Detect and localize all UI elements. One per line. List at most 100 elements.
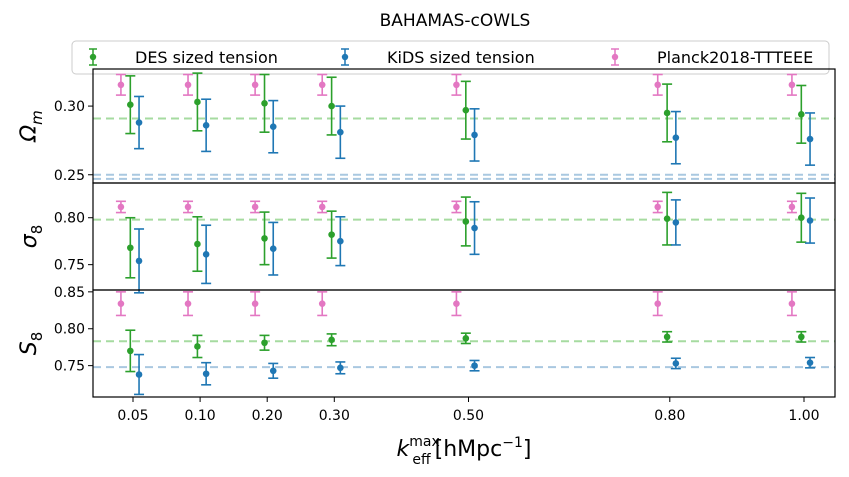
data-point-des [326,210,337,259]
marker [135,257,143,265]
data-point-kids [805,356,816,369]
y-tick-label: 0.80 [54,211,85,227]
marker [798,111,805,118]
data-point-kids [335,361,346,375]
data-point-kids [805,112,816,166]
x-tick-label: 0.20 [252,408,283,424]
data-point-kids [268,362,279,379]
marker [135,371,143,378]
data-point-kids [469,359,480,372]
y-axis-subscript: 8 [28,332,46,342]
data-point-planck [652,73,663,96]
x-tick-label: 0.10 [185,408,216,424]
marker [337,128,344,136]
marker [806,217,814,224]
marker [127,101,134,109]
data-point-planck [115,73,126,96]
y-tick-label: 0.75 [54,359,85,375]
marker [453,203,460,211]
x-axis-ticks: 0.05 0.10 0.20 0.30 0.50 0.80 1.00 [117,397,820,424]
marker [462,106,470,114]
x-tick-label: 0.30 [319,408,350,424]
data-point-des [460,196,471,247]
marker [663,215,671,222]
data-point-kids [268,221,279,276]
marker [654,300,662,307]
marker [471,224,478,232]
legend-label: Planck2018-TTTEEE [657,48,813,67]
marker [337,364,344,372]
data-point-kids [469,200,480,256]
marker [184,203,192,211]
legend-marker [89,53,97,61]
y-axis-symbol: Ω [17,125,42,143]
marker [251,300,259,307]
marker [318,81,326,89]
marker [194,240,201,248]
y-axis-symbol: σ [17,233,42,248]
marker [117,81,125,89]
marker [251,203,259,211]
data-point-planck [317,291,328,317]
marker [672,134,680,141]
data-point-kids [201,361,212,386]
data-point-des [125,329,136,373]
y-tick-label: 0.85 [54,285,85,301]
data-point-planck [183,200,194,214]
data-point-kids [134,95,145,150]
legend-frame [71,40,830,75]
data-point-planck [451,200,462,214]
marker [328,102,335,110]
marker [202,370,210,378]
legend-marker [611,53,619,61]
marker [462,335,470,342]
marker [194,98,201,106]
data-point-des [125,75,136,135]
data-point-planck [786,291,797,317]
x-axis-label: kmax eff [hMpc−1] [397,434,532,468]
data-point-des [662,330,673,343]
data-point-des [662,83,673,143]
marker [318,203,326,211]
marker [184,81,192,89]
data-point-des [259,73,270,133]
data-point-des [192,215,203,273]
marker [261,235,268,242]
marker [135,119,143,126]
data-point-planck [250,200,261,214]
data-point-kids [201,224,212,285]
data-point-kids [469,108,480,162]
panel-1: 0.75 0.80 σ8 [17,182,836,294]
y-tick-label: 0.25 [54,168,85,184]
marker [788,203,796,211]
data-point-des [662,191,673,246]
data-point-planck [652,291,663,317]
x-tick-label: 1.00 [788,408,819,424]
legend-label: DES sized tension [135,48,278,67]
legend-item: Planck2018-TTTEEE [611,48,813,67]
data-point-kids [335,215,346,267]
data-point-kids [670,199,681,246]
marker [663,109,671,117]
data-point-planck [250,73,261,96]
data-point-planck [115,291,126,317]
data-point-planck [786,73,797,96]
data-point-planck [183,291,194,317]
data-point-des [460,80,471,140]
marker [184,300,192,307]
data-point-kids [335,105,346,160]
data-point-kids [201,98,212,153]
legend-item: DES sized tension [89,48,278,67]
data-point-des [259,334,270,351]
data-point-planck [250,291,261,317]
marker [202,251,210,258]
data-point-kids [134,353,145,396]
y-axis-label: Ωm [17,110,46,142]
marker [194,343,201,350]
marker [806,359,814,366]
y-tick-label: 0.80 [54,322,85,338]
marker [127,244,134,252]
data-point-planck [317,200,328,214]
data-point-des [796,330,807,343]
marker [654,203,662,211]
